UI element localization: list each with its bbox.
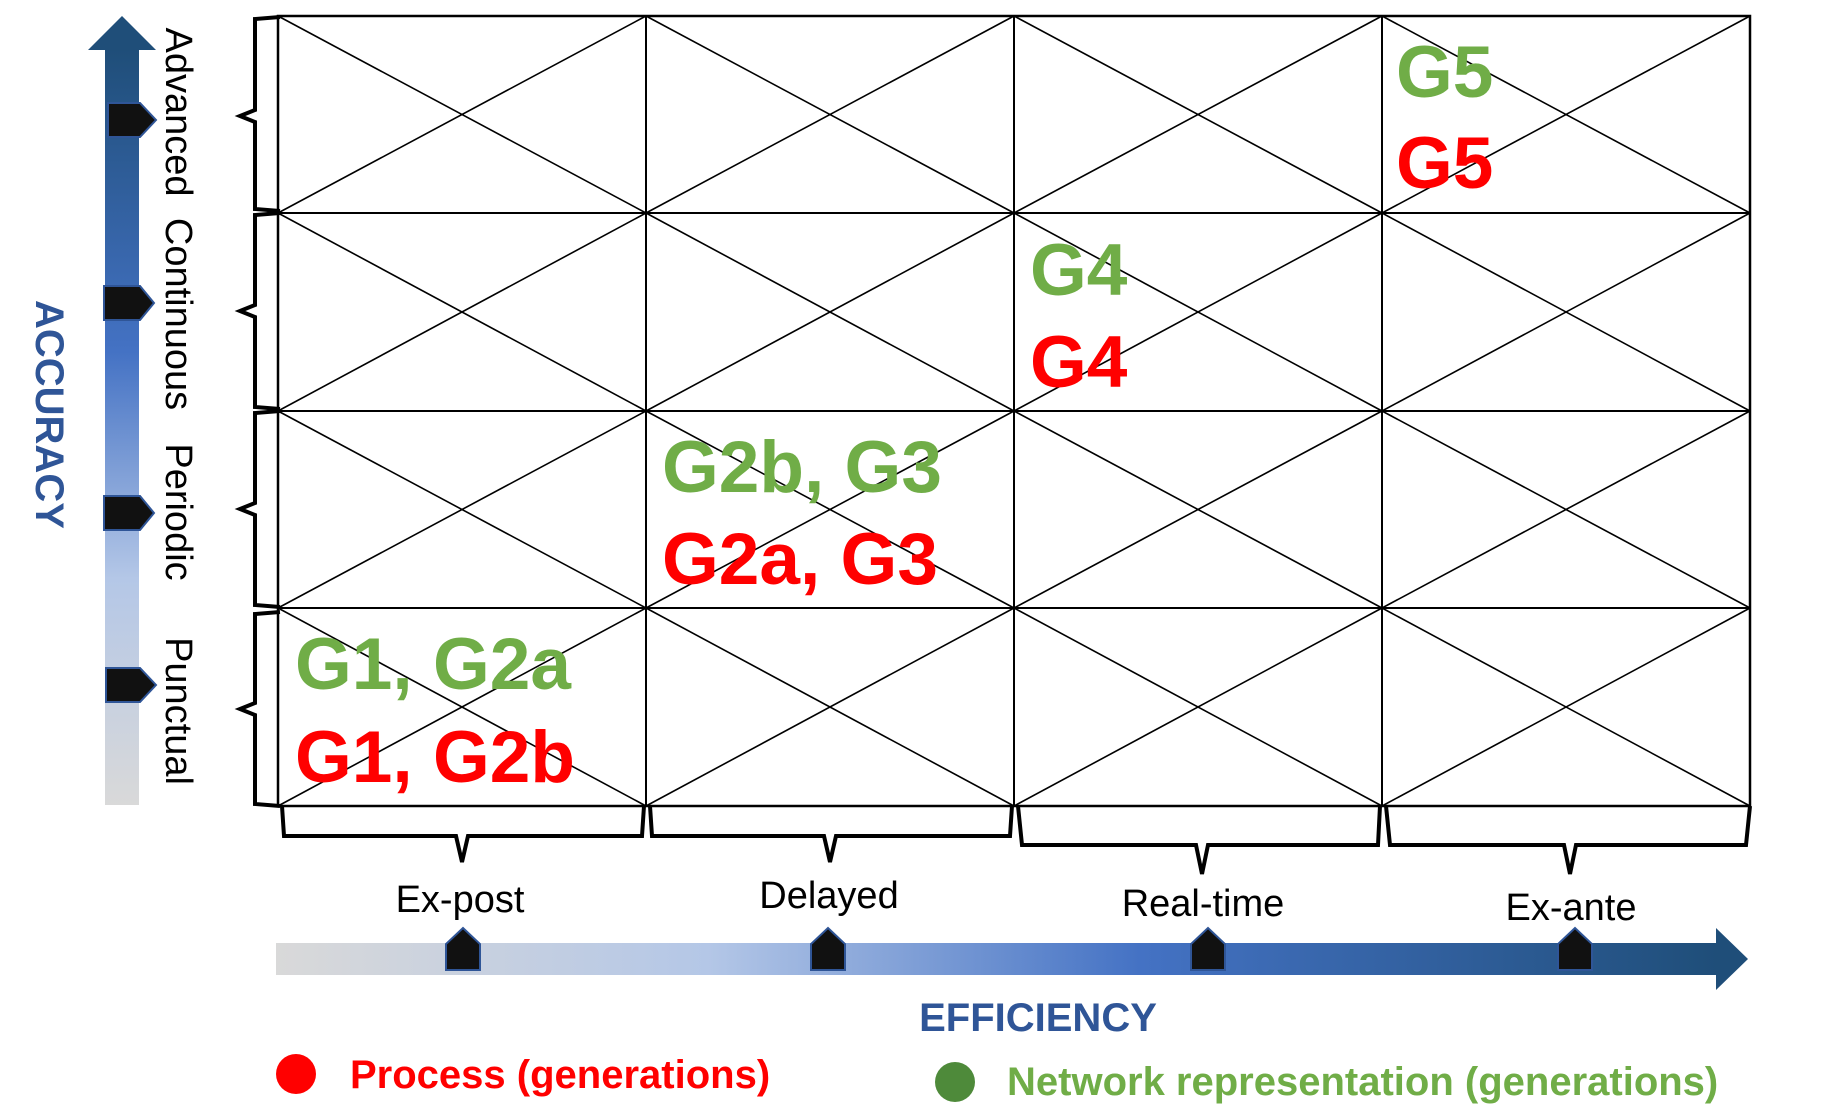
cell-process-continuous-realtime: G4 (1030, 322, 1128, 403)
cell-process-punctual-expost: G1, G2b (295, 717, 575, 798)
cell-network-periodic-delayed: G2b, G3 (662, 427, 942, 508)
cell-diagonal-r0-c1-1 (645, 15, 1015, 214)
efficiency-axis-title: EFFICIENCY (919, 996, 1157, 1040)
cell-diagonal-r3-c3-1 (1381, 607, 1751, 807)
col-brace-delayed (648, 805, 1014, 863)
accuracy-axis-title: ACCURACY (27, 300, 71, 529)
marker-realtime (1190, 926, 1226, 971)
legend-process-dot (276, 1054, 316, 1094)
marker-exante (1557, 926, 1593, 971)
cell-process-periodic-delayed: G2a, G3 (662, 519, 938, 600)
cell-diagonal-r0-c3-1 (1381, 15, 1751, 214)
col-label-delayed: Delayed (759, 875, 898, 917)
col-label-exante: Ex-ante (1506, 887, 1637, 929)
cell-diagonal-r3-c0-1 (277, 607, 647, 807)
col-brace-exante (1384, 805, 1752, 875)
row-label-advanced: Advanced (157, 27, 199, 196)
cell-diagonal-r1-c1-1 (645, 212, 1015, 412)
cell-diagonal-r0-c0-1 (277, 15, 647, 214)
cell-network-punctual-expost: G1, G2a (295, 624, 572, 705)
efficiency-markers (445, 926, 1593, 971)
cell-network-advanced-exante: G5 (1396, 32, 1493, 113)
legend-process-label: Process (generations) (350, 1053, 770, 1097)
accuracy-markers (103, 102, 158, 703)
marker-expost (445, 926, 481, 971)
cell-diagonal-r2-c3-1 (1381, 410, 1751, 609)
row-label-periodic: Periodic (157, 443, 199, 580)
col-brace-realtime (1016, 805, 1382, 875)
marker-punctual (105, 667, 158, 703)
cell-diagonal-r1-c3-1 (1381, 212, 1751, 412)
marker-continuous (103, 285, 156, 321)
efficiency-arrow (276, 928, 1748, 990)
marker-advanced (107, 102, 158, 138)
cell-diagonal-r0-c2-1 (1013, 15, 1383, 214)
legend-network-label: Network representation (generations) (1007, 1060, 1718, 1104)
cell-diagonal-r3-c2-1 (1013, 607, 1383, 807)
cell-diagonal-r2-c2-1 (1013, 410, 1383, 609)
cell-diagonal-r1-c2-1 (1013, 212, 1383, 412)
row-brace-advanced (234, 15, 281, 213)
grid-diagonals (277, 15, 1751, 807)
marker-periodic (103, 495, 156, 531)
row-brace-punctual (234, 610, 281, 808)
cell-diagonal-r2-c1-1 (645, 410, 1015, 609)
cell-diagonal-r1-c0-1 (277, 212, 647, 412)
col-label-expost: Ex-post (396, 879, 525, 921)
col-label-realtime: Real-time (1122, 883, 1285, 925)
col-brace-expost (280, 805, 646, 863)
row-brace-periodic (234, 409, 281, 609)
row-label-punctual: Punctual (157, 637, 199, 785)
legend-network-dot (935, 1062, 975, 1102)
column-braces (280, 805, 1752, 875)
legend: Process (generations) Network representa… (276, 1053, 1718, 1104)
row-brace-continuous (234, 211, 281, 411)
cell-diagonal-r2-c0-1 (277, 410, 647, 609)
row-braces (234, 15, 281, 808)
row-label-continuous: Continuous (157, 218, 199, 410)
cell-process-advanced-exante: G5 (1396, 123, 1493, 204)
cell-network-continuous-realtime: G4 (1030, 230, 1128, 311)
cell-diagonal-r3-c1-1 (645, 607, 1015, 807)
marker-delayed (810, 926, 846, 971)
